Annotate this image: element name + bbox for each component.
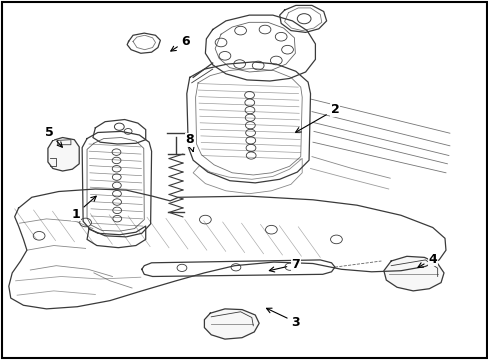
Text: 7: 7 xyxy=(269,258,300,272)
Polygon shape xyxy=(383,256,443,291)
Text: 1: 1 xyxy=(71,196,96,221)
Polygon shape xyxy=(204,309,259,339)
Text: 8: 8 xyxy=(185,133,194,152)
Polygon shape xyxy=(48,138,79,171)
Text: 5: 5 xyxy=(44,126,62,147)
Text: 4: 4 xyxy=(417,253,436,267)
Text: 2: 2 xyxy=(295,103,339,132)
Text: 3: 3 xyxy=(266,308,300,329)
Text: 6: 6 xyxy=(170,35,190,51)
